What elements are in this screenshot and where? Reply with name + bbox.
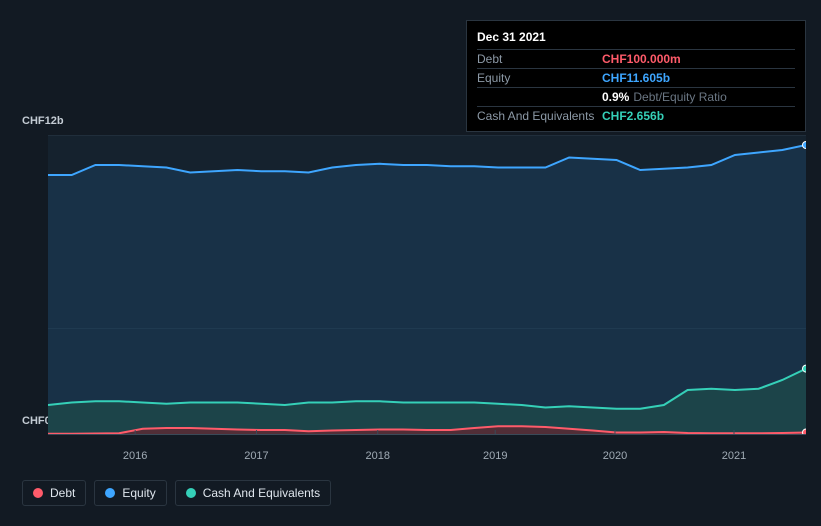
x-tick-label: 2017 bbox=[244, 450, 268, 462]
chart-tooltip: Dec 31 2021 DebtCHF100.000mEquityCHF11.6… bbox=[466, 20, 806, 132]
chart: CHF12b CHF0 2016 2017 2018 2019 2020 2021 bbox=[0, 115, 821, 473]
legend-swatch bbox=[186, 488, 196, 498]
tooltip-row-value: CHF11.605b bbox=[602, 71, 670, 85]
tooltip-row: 0.9%Debt/Equity Ratio bbox=[477, 87, 795, 106]
tooltip-row: DebtCHF100.000m bbox=[477, 49, 795, 68]
x-tick-label: 2020 bbox=[603, 450, 627, 462]
tooltip-row: Cash And EquivalentsCHF2.656b bbox=[477, 106, 795, 125]
x-tick-label: 2021 bbox=[722, 450, 746, 462]
legend-label: Equity bbox=[122, 486, 155, 500]
tooltip-row: EquityCHF11.605b bbox=[477, 68, 795, 87]
tooltip-date: Dec 31 2021 bbox=[477, 27, 795, 49]
x-axis: 2016 2017 2018 2019 2020 2021 bbox=[48, 445, 806, 465]
legend-item-equity[interactable]: Equity bbox=[94, 480, 166, 506]
tooltip-row-value: CHF2.656b bbox=[602, 109, 664, 123]
tooltip-row-label bbox=[477, 90, 602, 104]
chart-plot[interactable] bbox=[48, 135, 806, 435]
legend-item-debt[interactable]: Debt bbox=[22, 480, 86, 506]
tooltip-row-value: 0.9%Debt/Equity Ratio bbox=[602, 90, 727, 104]
x-tick-label: 2016 bbox=[123, 450, 147, 462]
tooltip-row-label: Cash And Equivalents bbox=[477, 109, 602, 123]
legend-item-cash-and-equivalents[interactable]: Cash And Equivalents bbox=[175, 480, 331, 506]
y-axis-label-bottom: CHF0 bbox=[22, 415, 51, 427]
legend-label: Cash And Equivalents bbox=[203, 486, 320, 500]
tooltip-row-sublabel: Debt/Equity Ratio bbox=[633, 90, 726, 104]
legend-label: Debt bbox=[50, 486, 75, 500]
legend-swatch bbox=[105, 488, 115, 498]
y-axis-label-top: CHF12b bbox=[22, 115, 64, 127]
legend-swatch bbox=[33, 488, 43, 498]
tooltip-row-label: Debt bbox=[477, 52, 602, 66]
tooltip-row-value: CHF100.000m bbox=[602, 52, 681, 66]
x-tick-label: 2019 bbox=[483, 450, 507, 462]
tooltip-row-label: Equity bbox=[477, 71, 602, 85]
legend: Debt Equity Cash And Equivalents bbox=[22, 480, 331, 506]
x-tick-label: 2018 bbox=[365, 450, 389, 462]
